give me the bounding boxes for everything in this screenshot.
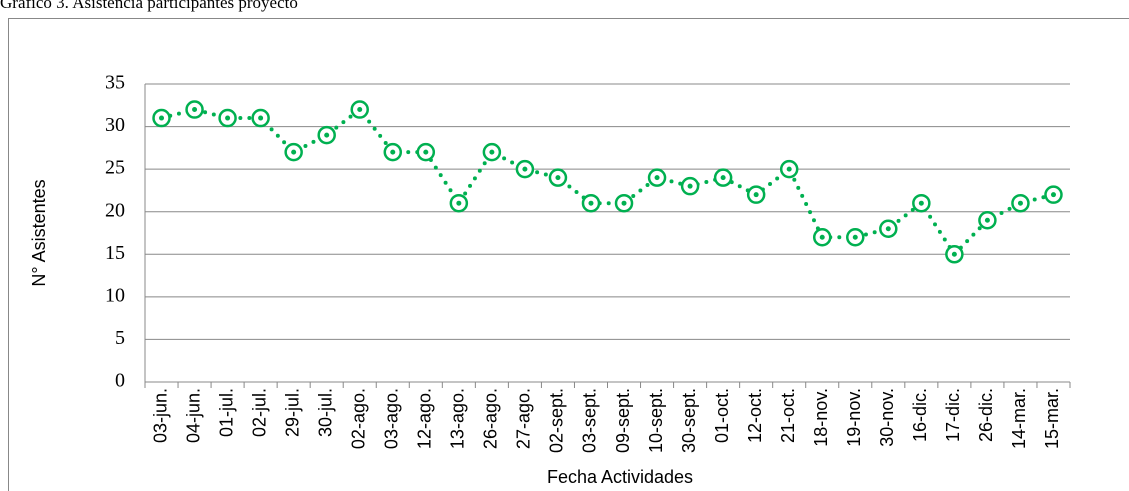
data-point-center	[687, 183, 693, 189]
data-point-center	[489, 149, 495, 155]
data-point-center	[390, 149, 396, 155]
x-tick-label: 02-sept.	[547, 388, 567, 453]
y-tick-label: 25	[105, 157, 125, 179]
data-point-center	[984, 217, 990, 223]
data-point-center	[291, 149, 297, 155]
x-tick-label: 09-sept.	[613, 388, 633, 453]
data-line	[159, 106, 1056, 258]
data-point-center	[456, 200, 462, 206]
data-point-center	[192, 107, 198, 113]
x-tick-label: 21-oct.	[778, 388, 798, 443]
data-point-center	[1017, 200, 1023, 206]
data-point-center	[555, 175, 561, 181]
data-point-center	[258, 115, 264, 121]
data-point-center	[621, 200, 627, 206]
data-point-center	[225, 115, 231, 121]
y-tick-label: 5	[115, 327, 125, 349]
data-point-center	[786, 166, 792, 172]
data-point-center	[951, 251, 957, 257]
x-tick-label: 13-ago.	[448, 388, 468, 449]
x-tick-label: 03-sept.	[580, 388, 600, 453]
y-axis-label: N° Asistentes	[29, 179, 49, 286]
x-tick-label: 18-nov.	[811, 388, 831, 447]
x-tick-label: 19-nov.	[844, 388, 864, 447]
x-tick-label: 12-ago.	[415, 388, 435, 449]
y-tick-label: 10	[105, 284, 125, 306]
data-point-center	[357, 107, 363, 113]
x-tick-label: 15-mar.	[1042, 388, 1062, 449]
y-tick-label: 0	[115, 370, 125, 392]
x-axis-label: Fecha Actividades	[547, 467, 693, 487]
x-tick-label: 01-oct.	[712, 388, 732, 443]
chart-title: Gráfico 3. Asistencia participantes proy…	[0, 0, 298, 12]
data-point-center	[588, 200, 594, 206]
y-tick-label: 15	[105, 242, 125, 264]
x-tick-label: 30-nov.	[877, 388, 897, 447]
x-tick-label: 17-dic.	[943, 388, 963, 442]
data-point-center	[753, 192, 759, 198]
x-tick-label: 27-ago.	[514, 388, 534, 449]
x-tick-label: 02-jul.	[249, 388, 269, 437]
x-tick-label: 26-dic.	[976, 388, 996, 442]
data-point-center	[885, 226, 891, 232]
chart-border	[8, 18, 1129, 491]
x-tick-label: 30-jul.	[315, 388, 335, 437]
x-tick-label: 29-jul.	[282, 388, 302, 437]
data-point-center	[918, 200, 924, 206]
x-tick-label: 03-jun.	[150, 388, 170, 443]
data-point-center	[423, 149, 429, 155]
x-tick-label: 03-ago.	[382, 388, 402, 449]
x-tick-label: 04-jun.	[183, 388, 203, 443]
data-point-center	[654, 175, 660, 181]
data-point-center	[720, 175, 726, 181]
x-tick-label: 02-ago.	[348, 388, 368, 449]
x-tick-label: 01-jul.	[216, 388, 236, 437]
x-tick-label: 10-sept.	[646, 388, 666, 453]
x-tick-label: 16-dic.	[910, 388, 930, 442]
data-point-center	[324, 132, 330, 138]
x-tick-label: 12-oct.	[745, 388, 765, 443]
x-tick-label: 30-sept.	[679, 388, 699, 453]
y-tick-label: 20	[105, 199, 125, 221]
data-point-center	[852, 234, 858, 240]
data-point-center	[1050, 192, 1056, 198]
data-point-center	[522, 166, 528, 172]
x-tick-label: 26-ago.	[481, 388, 501, 449]
data-point-center	[819, 234, 825, 240]
x-tick-label: 14-mar.	[1009, 388, 1029, 449]
data-point-center	[159, 115, 165, 121]
y-tick-label: 35	[105, 72, 125, 94]
y-tick-label: 30	[105, 114, 125, 136]
